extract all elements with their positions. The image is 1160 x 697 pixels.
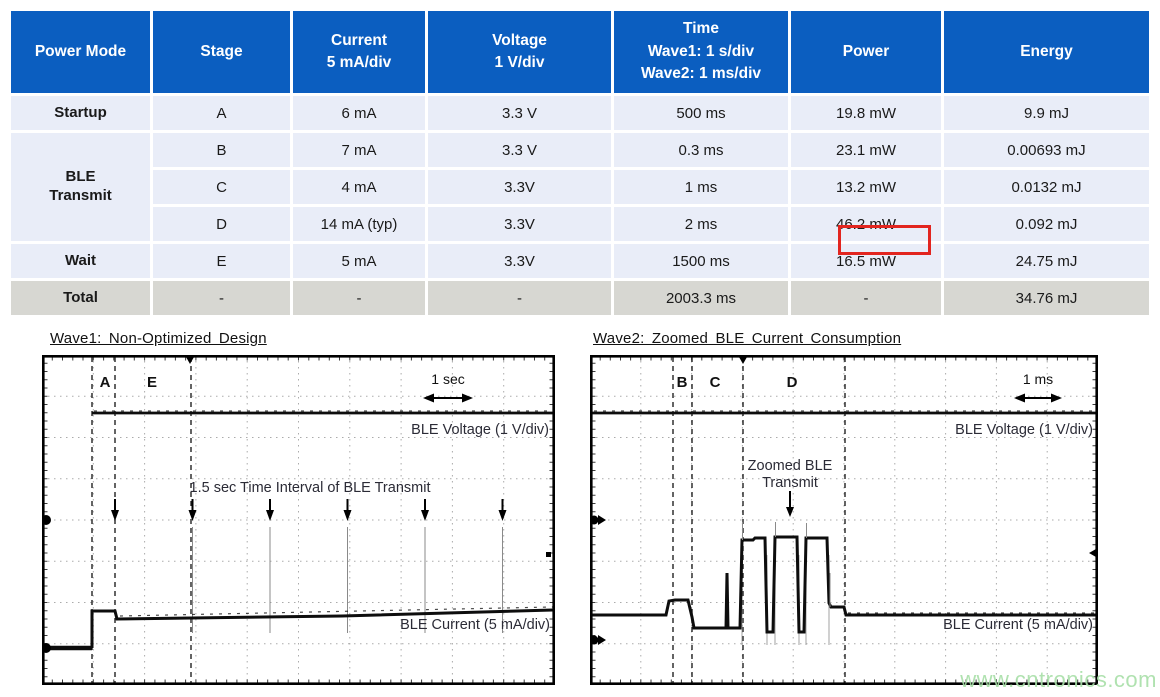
wave1-annotation: 1.5 sec Time Interval of BLE Transmit — [190, 480, 431, 496]
table-header-row: Power Mode Stage Current 5 mA/div Voltag… — [11, 11, 1149, 93]
wave1-stage-a-label: A — [100, 374, 111, 391]
cell-energy-d: 0.092 mJ — [944, 207, 1149, 241]
cell-power-total: - — [791, 281, 941, 315]
col-header-energy: Energy — [944, 11, 1149, 93]
cell-time-b: 0.3 ms — [614, 133, 788, 167]
wave1-stage-e-label: E — [147, 374, 157, 391]
wave1-frame — [42, 355, 555, 685]
wave2-frame — [590, 355, 1098, 685]
cell-current-total: - — [293, 281, 425, 315]
cell-power-c: 13.2 mW — [791, 170, 941, 204]
cell-stage-c: C — [153, 170, 290, 204]
wave2-annotation-line1: Zoomed BLE — [748, 458, 833, 474]
wave2-overshoot-spikes — [742, 522, 831, 607]
cell-stage-a: A — [153, 96, 290, 130]
wave2-stage-b-label: B — [677, 374, 688, 391]
table-row-total: Total - - - 2003.3 ms - 34.76 mJ — [11, 281, 1149, 315]
highlight-box — [838, 225, 931, 255]
col-header-time: Time Wave1: 1 s/div Wave2: 1 ms/div — [614, 11, 788, 93]
cell-mode-total: Total — [11, 281, 150, 315]
cell-mode-ble-transmit: BLE Transmit — [11, 133, 150, 241]
cell-time-total: 2003.3 ms — [614, 281, 788, 315]
wave1-interval-arrows — [111, 499, 507, 521]
wave2-trigger-marker — [739, 357, 747, 364]
cell-voltage-b: 3.3 V — [428, 133, 611, 167]
col-header-voltage: Voltage 1 V/div — [428, 11, 611, 93]
scope-border-ticks — [591, 356, 1097, 684]
wave2-right-marker — [1089, 549, 1096, 557]
table-row-ble-c: C 4 mA 3.3V 1 ms 13.2 mW 0.0132 mJ — [11, 170, 1149, 204]
scope-gridlines — [590, 355, 1098, 685]
table-row-ble-d: D 14 mA (typ) 3.3V 2 ms 46.2 mW 0.092 mJ — [11, 207, 1149, 241]
power-table: Power Mode Stage Current 5 mA/div Voltag… — [8, 8, 1152, 318]
cell-energy-e: 24.75 mJ — [944, 244, 1149, 278]
wave1-trigger-marker — [186, 357, 194, 364]
wave1-voltage-label: BLE Voltage (1 V/div) — [411, 422, 549, 438]
wave1-transmit-spikes — [192, 527, 503, 633]
cell-voltage-d: 3.3V — [428, 207, 611, 241]
cell-stage-d: D — [153, 207, 290, 241]
cell-time-d: 2 ms — [614, 207, 788, 241]
cell-energy-total: 34.76 mJ — [944, 281, 1149, 315]
wave2-annotation-arrow — [786, 491, 794, 517]
cell-time-e: 1500 ms — [614, 244, 788, 278]
wave1-right-marker — [546, 552, 551, 557]
cell-energy-b: 0.00693 mJ — [944, 133, 1149, 167]
cell-power-d: 46.2 mW — [791, 207, 941, 241]
cell-current-a: 6 mA — [293, 96, 425, 130]
wave1-current-trace — [90, 608, 554, 648]
col-header-power: Power — [791, 11, 941, 93]
cell-current-c: 4 mA — [293, 170, 425, 204]
wave2-current-trace — [592, 535, 1096, 634]
wave2-stage-dashes — [672, 357, 846, 683]
wave2-title: Wave2: Zoomed BLE Current Consumption — [593, 330, 902, 347]
table-row-startup: Startup A 6 mA 3.3 V 500 ms 19.8 mW 9.9 … — [11, 96, 1149, 130]
col-header-stage: Stage — [153, 11, 290, 93]
table-row-wait: Wait E 5 mA 3.3V 1500 ms 16.5 mW 24.75 m… — [11, 244, 1149, 278]
cell-time-c: 1 ms — [614, 170, 788, 204]
cell-power-a: 19.8 mW — [791, 96, 941, 130]
wave2-voltage-label: BLE Voltage (1 V/div) — [955, 422, 1093, 438]
cell-stage-b: B — [153, 133, 290, 167]
cell-mode-wait: Wait — [11, 244, 150, 278]
wave2-burst-edge-lines — [741, 545, 830, 645]
wave2-current-label: BLE Current (5 mA/div) — [943, 617, 1093, 633]
table-row-ble-b: BLE Transmit B 7 mA 3.3 V 0.3 ms 23.1 mW… — [11, 133, 1149, 241]
wave1-scale-label: 1 sec — [431, 371, 464, 387]
cell-voltage-a: 3.3 V — [428, 96, 611, 130]
cell-stage-total: - — [153, 281, 290, 315]
cell-time-a: 500 ms — [614, 96, 788, 130]
cell-energy-c: 0.0132 mJ — [944, 170, 1149, 204]
wave1-title: Wave1: Non-Optimized Design — [50, 330, 267, 347]
cell-power-b: 23.1 mW — [791, 133, 941, 167]
col-header-current: Current 5 mA/div — [293, 11, 425, 93]
wave2-annotation-line2: Transmit — [762, 475, 818, 491]
wave2-stage-c-label: C — [710, 374, 721, 391]
cell-energy-a: 9.9 mJ — [944, 96, 1149, 130]
watermark: www.cntronics.com — [960, 667, 1157, 692]
wave2-scale-arrow — [1014, 393, 1062, 403]
cell-current-b: 7 mA — [293, 133, 425, 167]
cell-power-e: 16.5 mW — [791, 244, 941, 278]
cell-mode-startup: Startup — [11, 96, 150, 130]
cell-stage-e: E — [153, 244, 290, 278]
wave2-scope: B C D 1 ms BLE Voltage (1 V/div) Zoomed … — [590, 355, 1098, 685]
wave1-stage-dashes — [91, 357, 192, 683]
cell-current-d: 14 mA (typ) — [293, 207, 425, 241]
cell-voltage-e: 3.3V — [428, 244, 611, 278]
wave2-stage-d-label: D — [787, 374, 798, 391]
scope-gridlines — [42, 355, 555, 685]
wave2-scale-label: 1 ms — [1023, 371, 1053, 387]
wave1-current-noise — [119, 606, 554, 617]
cell-voltage-c: 3.3V — [428, 170, 611, 204]
wave1-scope: A E 1 sec BLE Voltage (1 V/div) 1.5 sec … — [42, 355, 555, 685]
cell-voltage-total: - — [428, 281, 611, 315]
col-header-power-mode: Power Mode — [11, 11, 150, 93]
wave1-current-label: BLE Current (5 mA/div) — [400, 617, 550, 633]
cell-current-e: 5 mA — [293, 244, 425, 278]
wave1-scale-arrow — [423, 393, 473, 403]
